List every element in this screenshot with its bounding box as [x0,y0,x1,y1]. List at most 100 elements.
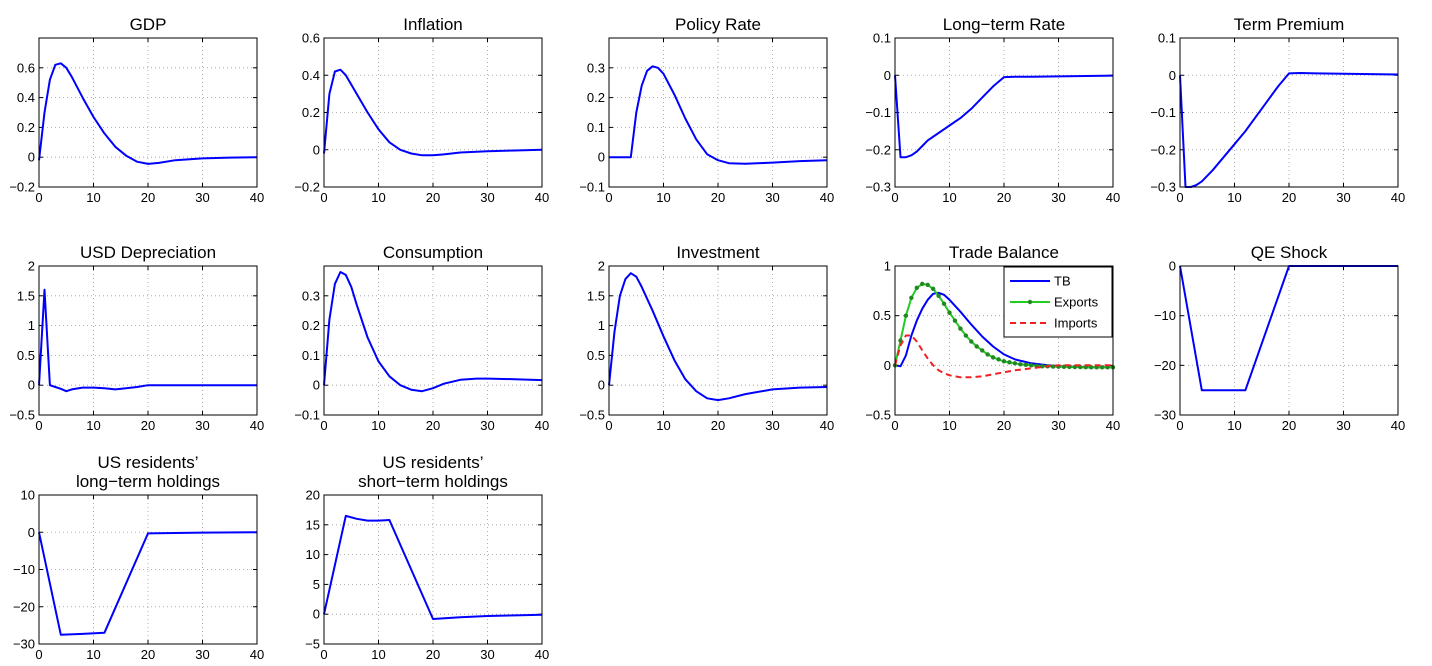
chart-title: Policy Rate [675,15,761,34]
series-line-1 [1179,72,1399,188]
x-tick-label: 0 [320,190,327,205]
x-tick-label: 0 [605,418,612,433]
y-tick-label: 0 [1169,259,1176,274]
x-tick-label: 40 [820,418,834,433]
y-tick-label: 1 [28,318,35,333]
y-tick-label: 1.5 [17,288,35,303]
axes-box [323,37,543,188]
x-tick-label: 20 [1282,418,1296,433]
x-tick-label: 40 [1106,418,1120,433]
y-tick-label: 0.2 [302,105,320,120]
y-tick-label: 0 [598,378,605,393]
x-tick-label: 0 [1176,418,1183,433]
y-tick-label: 0.2 [587,90,605,105]
x-tick-label: 40 [535,190,549,205]
chart-title: Long−term Rate [943,15,1065,34]
series-line-1 [38,62,258,165]
x-tick-label: 20 [997,190,1011,205]
y-tick-label: 0.4 [302,68,320,83]
data-point [1018,362,1023,367]
chart-title: GDP [130,15,167,34]
legend-label-exports: Exports [1054,295,1099,310]
chart-title: Inflation [403,15,463,34]
plot-area [324,266,542,415]
x-tick-label: 10 [1227,418,1241,433]
x-tick-label: 10 [86,190,100,205]
y-tick-label: 0 [28,150,35,165]
y-tick-label: −0.2 [9,180,35,195]
x-tick-label: 30 [1336,190,1350,205]
x-tick-label: 40 [250,418,264,433]
y-tick-label: 10 [306,547,320,562]
y-tick-label: −0.2 [865,142,891,157]
series-line-1 [608,272,828,402]
x-tick-label: 10 [371,190,385,205]
data-point [963,333,969,338]
series-line-1 [323,271,543,393]
series-line-1 [894,74,1114,159]
y-tick-label: 1 [884,259,891,274]
y-tick-label: −0.5 [579,408,605,423]
x-tick-label: 40 [1106,190,1120,205]
y-tick-label: 2 [28,259,35,274]
y-tick-label: 1 [598,318,605,333]
chart-panel-4: 0 10 20 30 40 −0.3 −0.2 −0.1 0 0.1 Long−term Rate [865,15,1120,205]
x-tick-label: 0 [1176,190,1183,205]
series-line-tb [894,291,1113,369]
plot-area [609,38,827,187]
y-tick-label: 0.2 [302,318,320,333]
y-tick-label: 0 [884,358,891,373]
chart-title: long−term holdings [76,472,220,491]
axes-box [1179,265,1399,416]
y-tick-label: −0.1 [865,105,891,120]
y-tick-label: 20 [306,488,320,503]
y-tick-label: 0 [884,68,891,83]
x-tick-label: 20 [426,418,440,433]
x-tick-label: 40 [1391,418,1405,433]
x-tick-label: 40 [250,190,264,205]
axes-box [323,494,543,645]
x-tick-label: 20 [1282,190,1296,205]
y-tick-label: −0.1 [579,180,605,195]
chart-title: US residents’ [97,453,198,472]
series-line-1 [323,68,543,157]
y-tick-label: 0.1 [1158,31,1176,46]
series-line-1 [323,514,543,620]
y-tick-label: −0.1 [294,408,320,423]
y-tick-label: 0 [28,525,35,540]
chart-panel-5: 0 10 20 30 40 −0.3 −0.2 −0.1 0 0.1 Term Premium [1150,15,1405,205]
x-tick-label: 10 [656,190,670,205]
x-tick-label: 40 [535,418,549,433]
x-tick-label: 0 [35,190,42,205]
chart-title: Term Premium [1234,15,1345,34]
y-tick-label: 0.6 [17,60,35,75]
x-tick-label: 30 [480,190,494,205]
y-tick-label: 2 [598,259,605,274]
x-tick-label: 20 [711,418,725,433]
y-tick-label: −0.5 [865,408,891,423]
x-tick-label: 20 [997,418,1011,433]
plot-area [324,495,542,644]
x-tick-label: 0 [891,190,898,205]
chart-panel-11: 0 10 20 30 40 −30 −20 −10 0 10 US residents’long−t… [13,453,264,662]
data-point [1050,364,1056,369]
data-point [925,282,930,288]
axes-box [608,37,828,188]
x-tick-label: 20 [711,190,725,205]
data-point [1012,361,1018,366]
y-tick-label: 0 [313,142,320,157]
y-tick-label: 0.5 [873,308,891,323]
legend: TB Exports Imports [1003,266,1113,338]
x-tick-label: 30 [195,190,209,205]
y-tick-label: 0 [313,607,320,622]
series-line-imports [894,334,1113,379]
x-tick-label: 20 [141,190,155,205]
y-tick-label: −30 [13,637,35,652]
y-tick-label: 0.1 [873,31,891,46]
x-tick-label: 10 [656,418,670,433]
